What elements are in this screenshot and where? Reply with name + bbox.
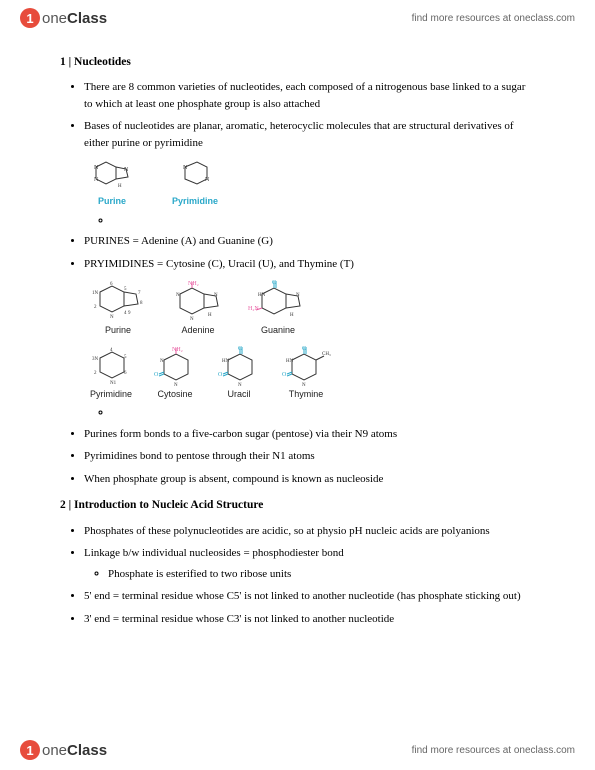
section-1-list-b: PURINES = Adenine (A) and Guanine (G) PR… bbox=[60, 233, 535, 272]
svg-text:9: 9 bbox=[128, 311, 131, 316]
svg-text:H: H bbox=[208, 313, 212, 318]
chem-label: Thymine bbox=[289, 388, 324, 402]
list-item: PRYIMIDINES = Cytosine (C), Uracil (U), … bbox=[84, 256, 535, 273]
chem-pyrimidine: N N Pyrimidine bbox=[172, 157, 218, 209]
list-item: Purines form bonds to a five-carbon suga… bbox=[84, 426, 535, 443]
footer-resources-link[interactable]: find more resources at oneclass.com bbox=[412, 745, 575, 756]
svg-text:HN: HN bbox=[222, 359, 230, 364]
list-item: Pyrimidines bond to pentose through thei… bbox=[84, 448, 535, 465]
section-2-title: 2 | Introduction to Nucleic Acid Structu… bbox=[60, 497, 535, 514]
list-item: Phosphate is esterified to two ribose un… bbox=[108, 566, 535, 583]
svg-text:HN: HN bbox=[258, 293, 266, 298]
svg-text:2: 2 bbox=[94, 305, 97, 310]
svg-text:1N: 1N bbox=[92, 291, 99, 296]
svg-text:N: N bbox=[160, 359, 164, 364]
uracil-structure-icon: O O HN N bbox=[216, 344, 262, 386]
chem-label: Pyrimidine bbox=[172, 195, 218, 209]
list-item: 5' end = terminal residue whose C5' is n… bbox=[84, 588, 535, 605]
svg-text:CH₃: CH₃ bbox=[322, 352, 331, 357]
svg-text:N: N bbox=[94, 165, 99, 171]
chem-label: Purine bbox=[105, 324, 131, 338]
svg-text:3N: 3N bbox=[92, 357, 99, 362]
page-header: 1 oneClass find more resources at onecla… bbox=[0, 0, 595, 32]
chem-pyrimidine-labeled: 4 5 6 3N 2 N1 Pyrimidine bbox=[88, 344, 134, 402]
cytosine-structure-icon: NH₂ O N N bbox=[152, 344, 198, 386]
svg-text:NH₂: NH₂ bbox=[188, 281, 199, 287]
svg-text:HN: HN bbox=[286, 359, 294, 364]
svg-text:5: 5 bbox=[124, 355, 127, 360]
chem-label: Uracil bbox=[227, 388, 250, 402]
svg-text:N: N bbox=[94, 177, 99, 183]
chem-purine: N N N H Purine bbox=[88, 157, 136, 209]
list-item: There are 8 common varieties of nucleoti… bbox=[84, 79, 535, 112]
chem-label: Pyrimidine bbox=[90, 388, 132, 402]
chem-guanine: O H₂N HN N H Guanine bbox=[248, 278, 308, 338]
svg-text:N: N bbox=[176, 293, 180, 298]
logo-text: oneClass bbox=[42, 742, 107, 759]
list-item: When phosphate group is absent, compound… bbox=[84, 471, 535, 488]
chem-figure-2: 1N 6 5 7 8 4 N 2 9 Purine bbox=[88, 278, 535, 401]
svg-text:N: N bbox=[205, 177, 210, 183]
svg-text:5: 5 bbox=[124, 287, 127, 292]
svg-text:H: H bbox=[290, 313, 294, 318]
section-1-list-a: There are 8 common varieties of nucleoti… bbox=[60, 79, 535, 151]
page-footer: 1 oneClass find more resources at onecla… bbox=[0, 736, 595, 764]
adenine-structure-icon: NH₂ N N N H bbox=[170, 278, 226, 322]
header-resources-link[interactable]: find more resources at oneclass.com bbox=[412, 13, 575, 24]
sub-bullet-marker bbox=[88, 405, 535, 422]
svg-text:O: O bbox=[154, 372, 159, 378]
logo-icon: 1 bbox=[20, 8, 40, 28]
thymine-structure-icon: O O CH₃ HN N bbox=[280, 344, 332, 386]
svg-text:N: N bbox=[124, 167, 129, 173]
svg-text:N1: N1 bbox=[110, 381, 117, 386]
svg-text:O: O bbox=[218, 372, 223, 378]
purine-structure-icon: N N N H bbox=[88, 157, 136, 193]
svg-text:4: 4 bbox=[124, 311, 127, 316]
pyrimidine-structure-icon: N N bbox=[175, 157, 215, 193]
chem-thymine: O O CH₃ HN N Thymine bbox=[280, 344, 332, 402]
svg-text:NH₂: NH₂ bbox=[172, 347, 183, 353]
svg-text:N: N bbox=[238, 383, 242, 386]
guanine-structure-icon: O H₂N HN N H bbox=[248, 278, 308, 322]
chem-cytosine: NH₂ O N N Cytosine bbox=[152, 344, 198, 402]
list-item: 3' end = terminal residue whose C3' is n… bbox=[84, 611, 535, 628]
chem-label: Cytosine bbox=[157, 388, 192, 402]
svg-text:N: N bbox=[296, 293, 300, 298]
chem-figure-1: N N N H Purine N N Pyrimidine bbox=[88, 157, 535, 209]
section-1-list-c: Purines form bonds to a five-carbon suga… bbox=[60, 426, 535, 488]
chem-uracil: O O HN N Uracil bbox=[216, 344, 262, 402]
section-2-sublist: Phosphate is esterified to two ribose un… bbox=[84, 566, 535, 583]
svg-text:N: N bbox=[183, 165, 188, 171]
logo-text: oneClass bbox=[42, 10, 107, 27]
svg-text:N: N bbox=[174, 383, 178, 386]
svg-text:N: N bbox=[214, 293, 218, 298]
document-body: 1 | Nucleotides There are 8 common varie… bbox=[0, 32, 595, 627]
chem-label: Guanine bbox=[261, 324, 295, 338]
sub-bullet-marker bbox=[88, 213, 535, 230]
list-item: Phosphates of these polynucleotides are … bbox=[84, 523, 535, 540]
list-item: PURINES = Adenine (A) and Guanine (G) bbox=[84, 233, 535, 250]
svg-text:N: N bbox=[190, 317, 194, 322]
section-2-list-a: Phosphates of these polynucleotides are … bbox=[60, 523, 535, 628]
svg-text:2: 2 bbox=[94, 371, 97, 376]
brand-logo-footer[interactable]: 1 oneClass bbox=[20, 740, 107, 760]
pyrimidine-numbered-icon: 4 5 6 3N 2 N1 bbox=[88, 344, 134, 386]
chem-label: Purine bbox=[98, 195, 126, 209]
chem-purine-labeled: 1N 6 5 7 8 4 N 2 9 Purine bbox=[88, 278, 148, 338]
svg-text:8: 8 bbox=[140, 301, 143, 306]
svg-text:O: O bbox=[282, 372, 287, 378]
section-1-title: 1 | Nucleotides bbox=[60, 54, 535, 71]
svg-text:H: H bbox=[118, 184, 122, 189]
svg-text:N: N bbox=[110, 315, 114, 320]
chem-adenine: NH₂ N N N H Adenine bbox=[170, 278, 226, 338]
svg-text:7: 7 bbox=[138, 291, 141, 296]
chem-label: Adenine bbox=[181, 324, 214, 338]
list-item: Linkage b/w individual nucleosides = pho… bbox=[84, 545, 535, 582]
list-item: Bases of nucleotides are planar, aromati… bbox=[84, 118, 535, 151]
purine-numbered-icon: 1N 6 5 7 8 4 N 2 9 bbox=[88, 278, 148, 322]
logo-icon: 1 bbox=[20, 740, 40, 760]
svg-text:6: 6 bbox=[124, 371, 127, 376]
brand-logo[interactable]: 1 oneClass bbox=[20, 8, 107, 28]
svg-text:N: N bbox=[302, 383, 306, 386]
